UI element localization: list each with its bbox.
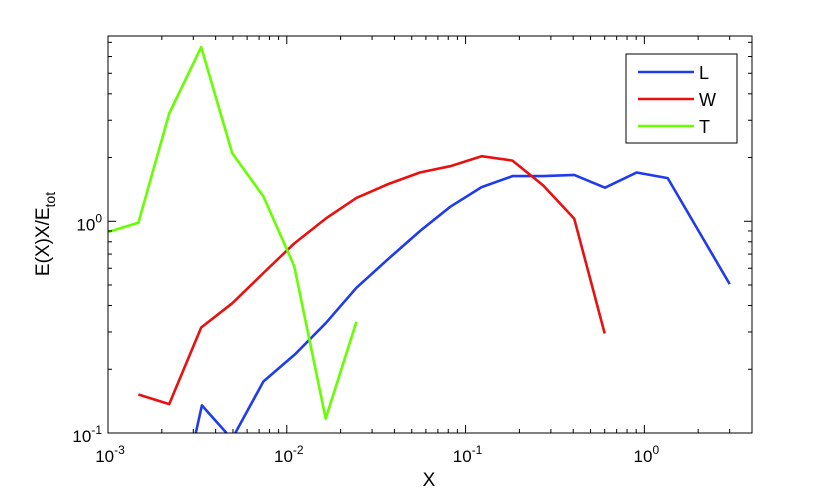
x-tick-label-exponent: -3 <box>114 443 125 457</box>
ticks-layer <box>107 36 753 434</box>
x-tick-label-base: 10 <box>453 447 472 466</box>
legend-label-w: W <box>699 90 716 110</box>
legend-label-t: T <box>699 117 710 137</box>
x-tick-label-exponent: -1 <box>472 443 483 457</box>
y-tick-label-exponent: -1 <box>91 423 102 437</box>
x-tick-label: 10-3 <box>95 443 125 466</box>
y-axis-label: E(X)X/Etot <box>33 192 58 276</box>
x-tick-label: 100 <box>634 443 660 466</box>
x-tick-label-exponent: -2 <box>293 443 304 457</box>
y-tick-label: 100 <box>76 211 102 234</box>
x-tick-label: 10-2 <box>274 443 304 466</box>
x-tick-label: 10-1 <box>453 443 483 466</box>
y-axis-label-main: E(X)X/E <box>33 207 54 276</box>
x-tick-label-base: 10 <box>634 447 653 466</box>
x-tick-label-exponent: 0 <box>652 443 659 457</box>
x-tick-label-base: 10 <box>274 447 293 466</box>
y-tick-label-base: 10 <box>76 215 95 234</box>
y-tick-label-exponent: 0 <box>95 211 102 225</box>
x-axis-label: X <box>423 470 436 491</box>
legend: LWT <box>625 53 738 144</box>
y-tick-label: 10-1 <box>72 423 102 446</box>
legend-label-l: L <box>699 63 709 83</box>
y-tick-label-base: 10 <box>72 427 91 446</box>
y-axis-label-subscript: tot <box>42 192 58 208</box>
x-tick-label-base: 10 <box>95 447 114 466</box>
axes-box <box>107 35 753 434</box>
series-line-l-segment-1 <box>194 404 228 433</box>
axes-frame <box>107 35 753 434</box>
series-layer <box>108 45 731 433</box>
series-line-w-segment-1 <box>138 154 606 406</box>
series-line-t-segment-1 <box>108 45 358 420</box>
